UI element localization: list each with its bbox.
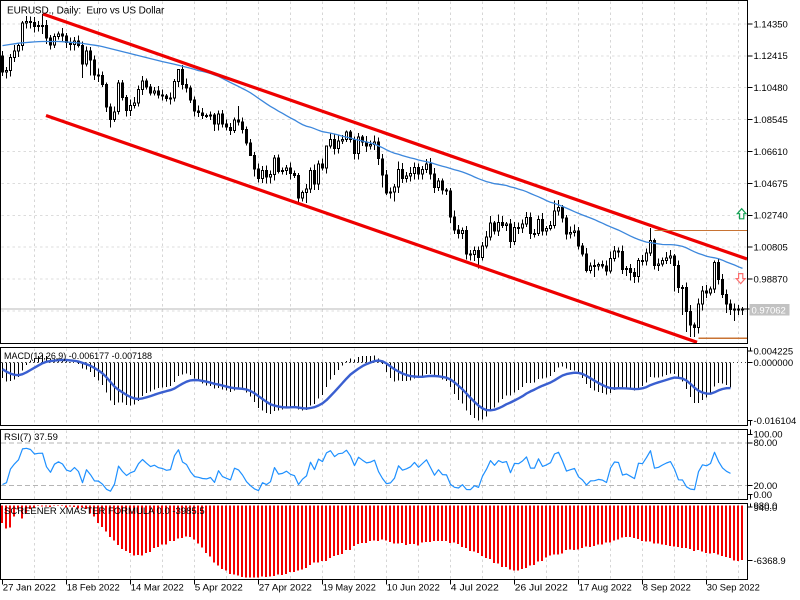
svg-text:0.98870: 0.98870: [754, 275, 788, 286]
svg-text:17 Aug 2022: 17 Aug 2022: [579, 583, 632, 594]
svg-text:4 Jul 2022: 4 Jul 2022: [451, 583, 499, 594]
svg-text:27 Jan 2022: 27 Jan 2022: [3, 583, 56, 594]
svg-text:5 Apr 2022: 5 Apr 2022: [195, 583, 243, 594]
svg-text:80.00: 80.00: [754, 438, 778, 449]
svg-text:1.14350: 1.14350: [754, 19, 788, 30]
svg-text:MACD(12,26,9) -0.006177 -0.007: MACD(12,26,9) -0.006177 -0.007188: [4, 351, 152, 362]
svg-text:0.004225: 0.004225: [754, 346, 794, 357]
svg-text:1.02740: 1.02740: [754, 211, 788, 222]
svg-text:20.00: 20.00: [754, 481, 778, 492]
svg-text:-0.016104: -0.016104: [754, 416, 797, 427]
svg-text:1.04675: 1.04675: [754, 179, 788, 190]
svg-text:1.06610: 1.06610: [754, 147, 788, 158]
svg-text:0.97062: 0.97062: [752, 305, 786, 316]
svg-text:EURUSD., Daily: Euro vs US Do: EURUSD., Daily: Euro vs US Dollar: [7, 6, 165, 17]
svg-text:8 Sep 2022: 8 Sep 2022: [643, 583, 691, 594]
svg-text:26 Jul 2022: 26 Jul 2022: [515, 583, 568, 594]
svg-text:27 Apr 2022: 27 Apr 2022: [259, 583, 312, 594]
svg-text:1.12415: 1.12415: [754, 51, 788, 62]
svg-text:30 Sep 2022: 30 Sep 2022: [707, 583, 760, 594]
svg-text:1.08545: 1.08545: [754, 115, 788, 126]
svg-text:980.0: 980.0: [754, 501, 778, 512]
svg-text:0.000000: 0.000000: [754, 358, 794, 369]
svg-text:18 Feb 2022: 18 Feb 2022: [67, 583, 120, 594]
svg-text:14 Mar 2022: 14 Mar 2022: [131, 583, 184, 594]
svg-text:940.0: 940.0: [754, 503, 778, 514]
svg-text:0.00: 0.00: [754, 490, 773, 501]
svg-text:10 Jun 2022: 10 Jun 2022: [387, 583, 440, 594]
svg-text:SCREENER XMASTER FORMULA 0.0 -: SCREENER XMASTER FORMULA 0.0 -3985.5: [4, 506, 205, 517]
svg-text:1.00805: 1.00805: [754, 243, 788, 254]
svg-text:19 May 2022: 19 May 2022: [323, 583, 376, 594]
svg-text:1.10480: 1.10480: [754, 83, 788, 94]
svg-text:-6368.9: -6368.9: [754, 556, 786, 567]
svg-text:RSI(7) 37.59: RSI(7) 37.59: [4, 432, 58, 443]
svg-text:100.00: 100.00: [754, 430, 783, 441]
